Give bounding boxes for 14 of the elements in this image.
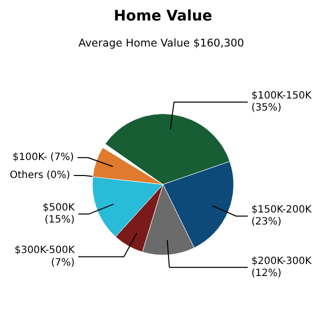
legend-label: Others (0%) (10, 170, 70, 181)
slice-label: $150K-200K (251, 204, 312, 216)
chart-subtitle: Average Home Value $160,300 (78, 36, 244, 50)
slice-label: $100K- (7%) (12, 152, 74, 164)
slice-label: $500K (42, 202, 76, 214)
data-label: (23%) (251, 216, 282, 228)
slice-label: $100K-150K (251, 90, 312, 102)
data-label: (7%) (51, 257, 75, 268)
data-label: (12%) (251, 268, 282, 279)
data-label: (35%) (251, 102, 282, 114)
chart-title: Home Value (114, 8, 212, 24)
slice-label: $200K-300K (251, 256, 312, 267)
slice-label: $300K-500K (14, 245, 76, 256)
data-label: (15%) (44, 214, 75, 226)
